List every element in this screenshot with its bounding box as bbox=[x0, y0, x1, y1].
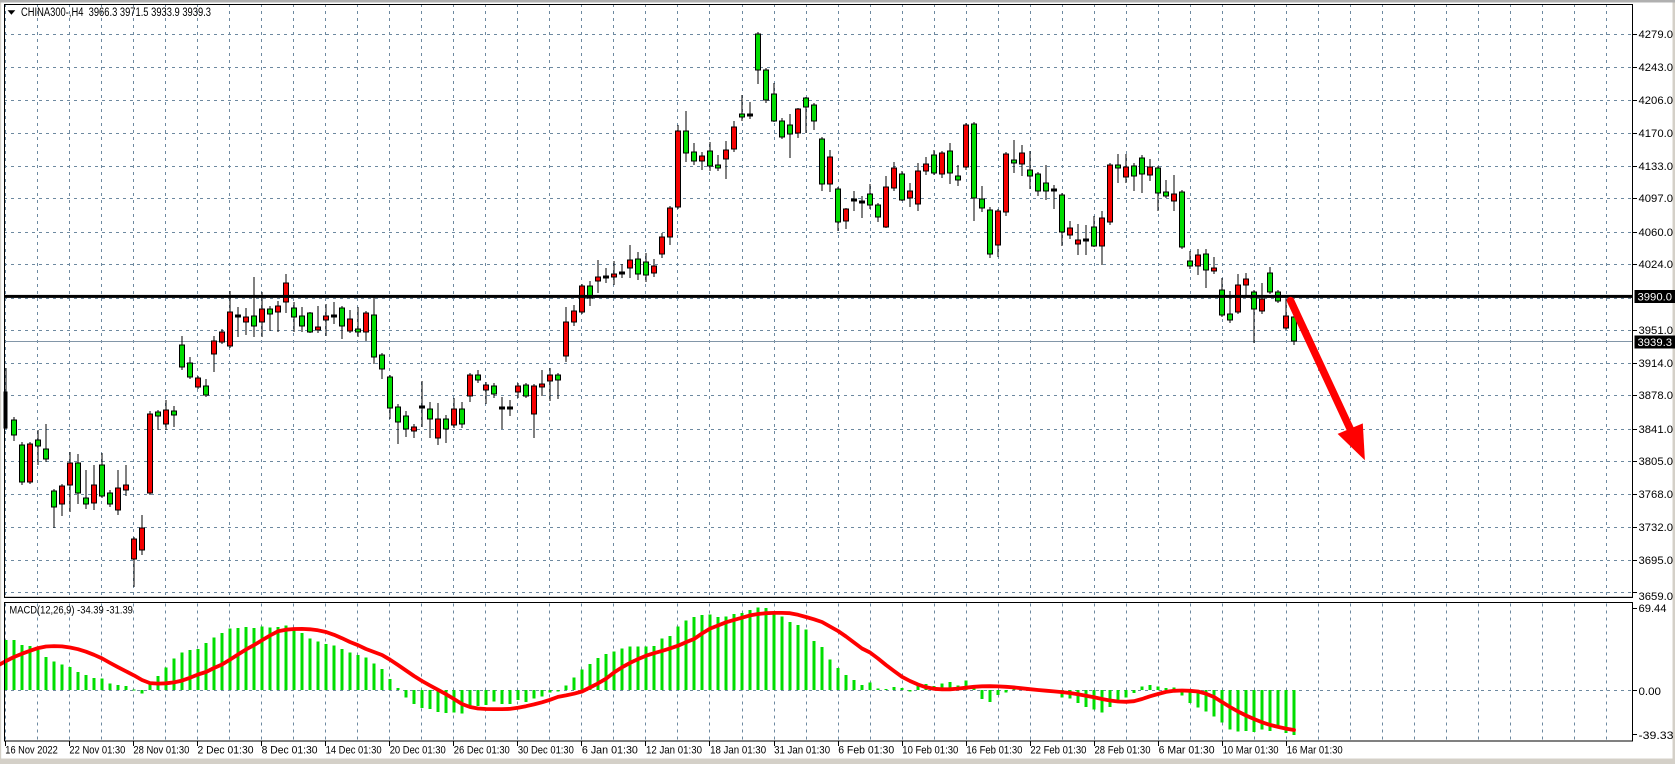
svg-text:20 Dec 01:30: 20 Dec 01:30 bbox=[390, 745, 446, 757]
svg-text:3732.0: 3732.0 bbox=[1639, 522, 1674, 534]
svg-text:CHINA300-,H4 3966.3 3971.5 39: CHINA300-,H4 3966.3 3971.5 3933.9 3939.3 bbox=[21, 7, 211, 19]
svg-text:31 Jan 01:30: 31 Jan 01:30 bbox=[774, 745, 830, 757]
svg-text:MACD(12,26,9) -34.39 -31.39: MACD(12,26,9) -34.39 -31.39 bbox=[9, 605, 132, 617]
svg-text:10 Mar 01:30: 10 Mar 01:30 bbox=[1223, 745, 1279, 757]
svg-text:3939.3: 3939.3 bbox=[1638, 337, 1673, 349]
svg-text:28 Feb 01:30: 28 Feb 01:30 bbox=[1095, 745, 1151, 757]
svg-text:4206.0: 4206.0 bbox=[1639, 95, 1674, 107]
svg-text:30 Dec 01:30: 30 Dec 01:30 bbox=[518, 745, 574, 757]
svg-text:3659.0: 3659.0 bbox=[1639, 591, 1674, 603]
svg-text:16 Feb 01:30: 16 Feb 01:30 bbox=[966, 745, 1022, 757]
svg-text:2 Dec 01:30: 2 Dec 01:30 bbox=[198, 745, 254, 757]
svg-text:3841.0: 3841.0 bbox=[1639, 424, 1674, 436]
svg-text:6 Jan 01:30: 6 Jan 01:30 bbox=[582, 745, 638, 757]
svg-text:4060.0: 4060.0 bbox=[1639, 227, 1674, 239]
svg-text:10 Feb 01:30: 10 Feb 01:30 bbox=[902, 745, 958, 757]
svg-text:3951.0: 3951.0 bbox=[1639, 325, 1674, 337]
svg-text:8 Dec 01:30: 8 Dec 01:30 bbox=[262, 745, 318, 757]
svg-text:3805.0: 3805.0 bbox=[1639, 456, 1674, 468]
svg-text:4097.0: 4097.0 bbox=[1639, 193, 1674, 205]
svg-text:0.00: 0.00 bbox=[1639, 686, 1662, 698]
svg-text:4279.0: 4279.0 bbox=[1639, 29, 1674, 41]
svg-text:-39.33: -39.33 bbox=[1639, 730, 1674, 742]
svg-text:28 Nov 01:30: 28 Nov 01:30 bbox=[133, 745, 189, 757]
svg-text:3878.0: 3878.0 bbox=[1639, 390, 1674, 402]
svg-text:4170.0: 4170.0 bbox=[1639, 128, 1674, 140]
svg-text:4243.0: 4243.0 bbox=[1639, 62, 1674, 74]
svg-text:4133.0: 4133.0 bbox=[1639, 161, 1674, 173]
svg-text:69.44: 69.44 bbox=[1639, 603, 1667, 615]
svg-text:6 Mar 01:30: 6 Mar 01:30 bbox=[1159, 745, 1215, 757]
svg-text:3768.0: 3768.0 bbox=[1639, 489, 1674, 501]
svg-text:3990.0: 3990.0 bbox=[1638, 292, 1673, 304]
svg-text:12 Jan 01:30: 12 Jan 01:30 bbox=[646, 745, 702, 757]
svg-text:16 Nov 2022: 16 Nov 2022 bbox=[5, 745, 58, 757]
svg-text:18 Jan 01:30: 18 Jan 01:30 bbox=[710, 745, 766, 757]
svg-text:16 Mar 01:30: 16 Mar 01:30 bbox=[1287, 745, 1343, 757]
svg-text:22 Nov 01:30: 22 Nov 01:30 bbox=[69, 745, 125, 757]
svg-text:22 Feb 01:30: 22 Feb 01:30 bbox=[1030, 745, 1086, 757]
svg-text:3914.0: 3914.0 bbox=[1639, 358, 1674, 370]
svg-text:3695.0: 3695.0 bbox=[1639, 555, 1674, 567]
svg-text:6 Feb 01:30: 6 Feb 01:30 bbox=[838, 745, 894, 757]
svg-text:4024.0: 4024.0 bbox=[1639, 259, 1674, 271]
svg-text:14 Dec 01:30: 14 Dec 01:30 bbox=[326, 745, 382, 757]
svg-text:26 Dec 01:30: 26 Dec 01:30 bbox=[454, 745, 510, 757]
